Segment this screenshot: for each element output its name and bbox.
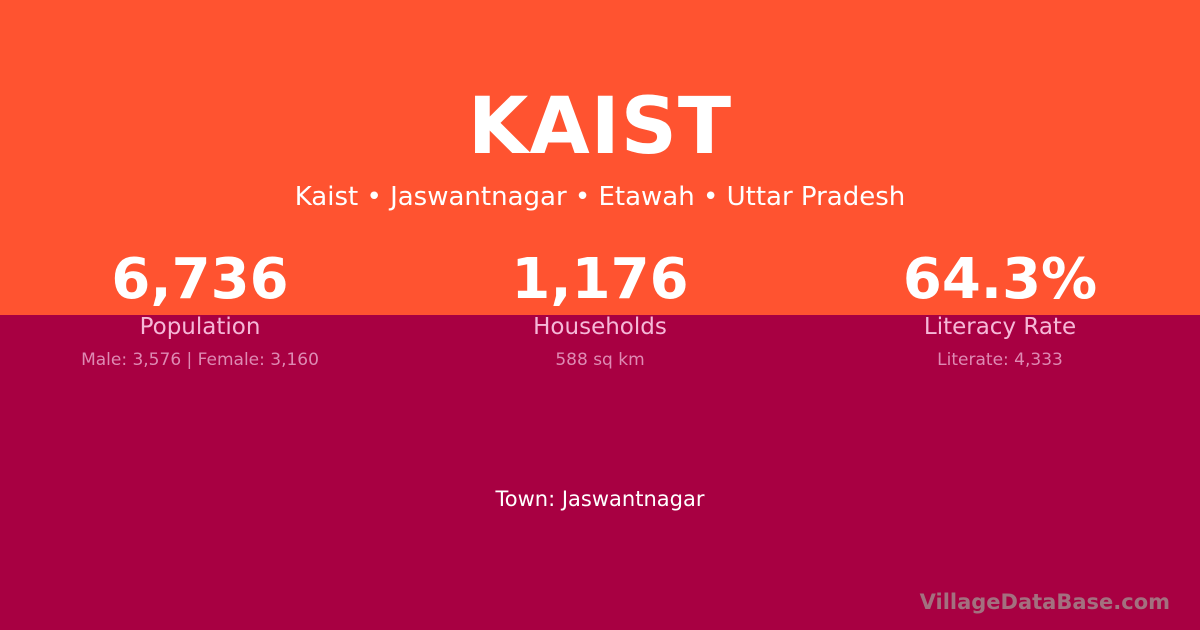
stat-label: Literacy Rate: [923, 314, 1077, 340]
stat-detail: 588 sq km: [555, 350, 645, 370]
header-band: [0, 0, 1200, 315]
stat-detail: Male: 3,576 | Female: 3,160: [81, 350, 319, 370]
town-label: Town: Jaswantnagar: [495, 487, 705, 511]
stat-literacy: 64.3% Literacy Rate Literate: 4,333: [800, 247, 1200, 371]
stat-detail: Literate: 4,333: [937, 350, 1063, 370]
stat-label: Households: [533, 314, 667, 340]
stat-value: 64.3%: [902, 247, 1098, 312]
brand-watermark: VillageDataBase.com: [919, 590, 1170, 614]
location-breadcrumb: Kaist • Jaswantnagar • Etawah • Uttar Pr…: [294, 182, 906, 212]
village-title: KAIST: [467, 82, 733, 172]
stat-households: 1,176 Households 588 sq km: [400, 247, 800, 371]
stat-label: Population: [139, 314, 261, 340]
footer-band: [0, 315, 1200, 630]
stat-value: 6,736: [111, 247, 289, 312]
stat-value: 1,176: [511, 247, 689, 312]
stat-population: 6,736 Population Male: 3,576 | Female: 3…: [0, 247, 400, 371]
